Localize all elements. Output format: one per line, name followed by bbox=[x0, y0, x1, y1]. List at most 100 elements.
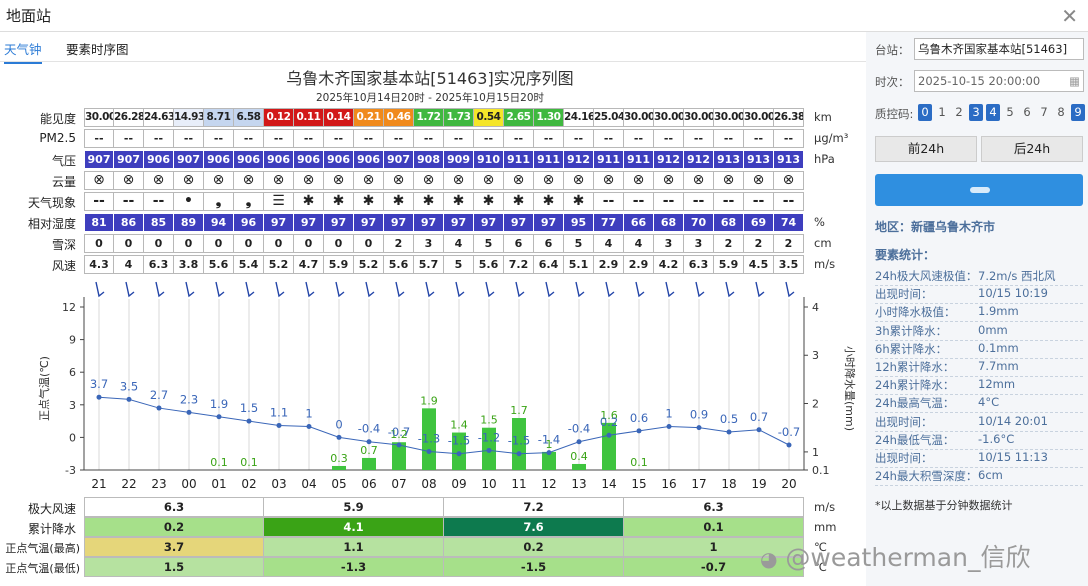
temperature-point bbox=[786, 442, 792, 448]
pressure-cell: 911 bbox=[504, 150, 534, 169]
wind-cell: 6.4 bbox=[534, 255, 564, 274]
wind-cell: 4.7 bbox=[294, 255, 324, 274]
visibility-cell: 26.38 bbox=[774, 108, 804, 127]
tab-weather-clock[interactable]: 天气钟 bbox=[4, 39, 42, 64]
wind-cell: 2.9 bbox=[624, 255, 654, 274]
temperature-value-label: 3.5 bbox=[120, 379, 138, 393]
visibility-cell: 25.04 bbox=[594, 108, 624, 127]
humidity-cell: 97 bbox=[324, 213, 354, 232]
visibility-cell: 1.73 bbox=[444, 108, 474, 127]
pressure-cell: 906 bbox=[204, 150, 234, 169]
stat-row: 3h累计降水： 0mm bbox=[875, 323, 1083, 341]
right-tick-label: 4 bbox=[812, 301, 819, 314]
hour-label: 03 bbox=[271, 477, 286, 491]
station-select[interactable]: 乌鲁木齐国家基本站[51463] bbox=[914, 38, 1084, 60]
humidity-row: 81 86 85 89 94 96 97 97 97 97 97 97 97 97 97 97 95 77 66 68… bbox=[84, 213, 804, 232]
qc-code-2[interactable]: 2 bbox=[955, 105, 963, 119]
weather-cell: ✱ bbox=[504, 192, 534, 211]
humidity-cell: 97 bbox=[264, 213, 294, 232]
left-tick-label: 6 bbox=[69, 366, 76, 379]
temperature-point bbox=[396, 442, 402, 448]
qc-code-4[interactable]: 4 bbox=[986, 104, 1000, 121]
wind-barb bbox=[455, 281, 465, 298]
wind-cell: 4 bbox=[114, 255, 144, 274]
temperature-point bbox=[546, 450, 552, 456]
wind-barb bbox=[155, 281, 165, 298]
close-icon[interactable]: ✕ bbox=[1061, 4, 1078, 28]
qc-code-8[interactable]: 8 bbox=[1057, 105, 1065, 119]
wind-barb bbox=[515, 281, 525, 298]
precip-sum-row: 0.2 4.1 7.6 0.1 bbox=[84, 517, 804, 537]
next-24h-button[interactable]: 后24h bbox=[981, 136, 1083, 162]
qc-code-3[interactable]: 3 bbox=[969, 104, 983, 121]
qc-code-5[interactable]: 5 bbox=[1006, 105, 1014, 119]
pm25-row: -- -- -- -- -- -- -- -- -- -- -- -- -- -- -- -- -- -- -- --… bbox=[84, 129, 804, 148]
pressure-row: 907 907 906 907 906 906 906 906 906 906 907 908 909 9… bbox=[84, 150, 804, 169]
pm25-cell: -- bbox=[474, 129, 504, 148]
humidity-cell: 81 bbox=[84, 213, 114, 232]
precip-summary-cell: 0.2 bbox=[84, 517, 264, 537]
qc-code-7[interactable]: 7 bbox=[1040, 105, 1048, 119]
cloud-label: 云量 bbox=[51, 175, 76, 189]
stat-key: 24h最低气温： bbox=[875, 432, 955, 447]
wind-cell: 5.9 bbox=[324, 255, 354, 274]
pressure-cell: 907 bbox=[114, 150, 144, 169]
right-tick-label: 1 bbox=[812, 446, 819, 459]
pressure-cell: 906 bbox=[294, 150, 324, 169]
snow-cell: 5 bbox=[474, 234, 504, 253]
hour-label: 06 bbox=[361, 477, 376, 491]
hour-label: 16 bbox=[661, 477, 676, 491]
pm25-cell: -- bbox=[174, 129, 204, 148]
left-tick-label: 3 bbox=[69, 399, 76, 412]
wind-barb bbox=[545, 281, 555, 298]
snow-cell: 2 bbox=[744, 234, 774, 253]
precip-value-label: 1.2 bbox=[390, 428, 408, 441]
wind-barb bbox=[125, 281, 135, 298]
stat-value: 10/15 10:19 bbox=[978, 286, 1048, 301]
query-button[interactable] bbox=[875, 174, 1083, 206]
qc-code-9[interactable]: 9 bbox=[1071, 104, 1085, 121]
prev-24h-button[interactable]: 前24h bbox=[875, 136, 977, 162]
visibility-cell: 26.28 bbox=[114, 108, 144, 127]
cloud-cell: ⊗ bbox=[774, 171, 804, 190]
visibility-cell: 30.00 bbox=[714, 108, 744, 127]
weather-cell: -- bbox=[654, 192, 684, 211]
temperature-point bbox=[696, 425, 702, 431]
temperature-value-label: 2.7 bbox=[150, 388, 168, 402]
weather-cell: ❟ bbox=[204, 192, 234, 211]
stat-key: 24h累计降水： bbox=[875, 378, 955, 393]
stat-row: 6h累计降水： 0.1mm bbox=[875, 341, 1083, 359]
weather-cell: ✱ bbox=[564, 192, 594, 211]
weather-cell: -- bbox=[684, 192, 714, 211]
pm25-cell: -- bbox=[114, 129, 144, 148]
wind-cell: 4.2 bbox=[654, 255, 684, 274]
qc-code-6[interactable]: 6 bbox=[1023, 105, 1031, 119]
window-title: 地面站 bbox=[6, 7, 52, 25]
snow-cell: 0 bbox=[264, 234, 294, 253]
pressure-cell: 907 bbox=[84, 150, 114, 169]
humidity-cell: 97 bbox=[504, 213, 534, 232]
precip-value-label: 1 bbox=[546, 438, 553, 451]
right-tick-label: 0.1 bbox=[812, 464, 830, 477]
cloud-cell: ⊗ bbox=[624, 171, 654, 190]
wind-barb bbox=[575, 281, 585, 298]
pressure-label: 气压 bbox=[51, 154, 76, 168]
visibility-row: 30.00 26.28 24.63 14.93 8.71 6.58 0.12 0.11 0.14… bbox=[84, 108, 804, 127]
humidity-cell: 94 bbox=[204, 213, 234, 232]
hour-label: 07 bbox=[391, 477, 406, 491]
temperature-value-label: 1.5 bbox=[240, 401, 258, 415]
stat-key: 24h极大风速极值： bbox=[875, 269, 978, 283]
wind-barb bbox=[365, 281, 375, 298]
weather-cell: -- bbox=[114, 192, 144, 211]
time-input[interactable]: 2025-10-15 20:00:00 ▦ bbox=[914, 70, 1084, 92]
qc-code-0[interactable]: 0 bbox=[918, 104, 932, 121]
cloud-cell: ⊗ bbox=[504, 171, 534, 190]
qc-code-1[interactable]: 1 bbox=[938, 105, 946, 119]
tab-element-timeseries[interactable]: 要素时序图 bbox=[66, 42, 129, 57]
wind-cell: 3.8 bbox=[174, 255, 204, 274]
stat-value: 7.2m/s 西北风 bbox=[978, 269, 1056, 283]
wind-cell: 4.3 bbox=[84, 255, 114, 274]
visibility-cell: 0.14 bbox=[324, 108, 354, 127]
calendar-icon[interactable]: ▦ bbox=[1069, 74, 1080, 88]
cloud-cell: ⊗ bbox=[654, 171, 684, 190]
